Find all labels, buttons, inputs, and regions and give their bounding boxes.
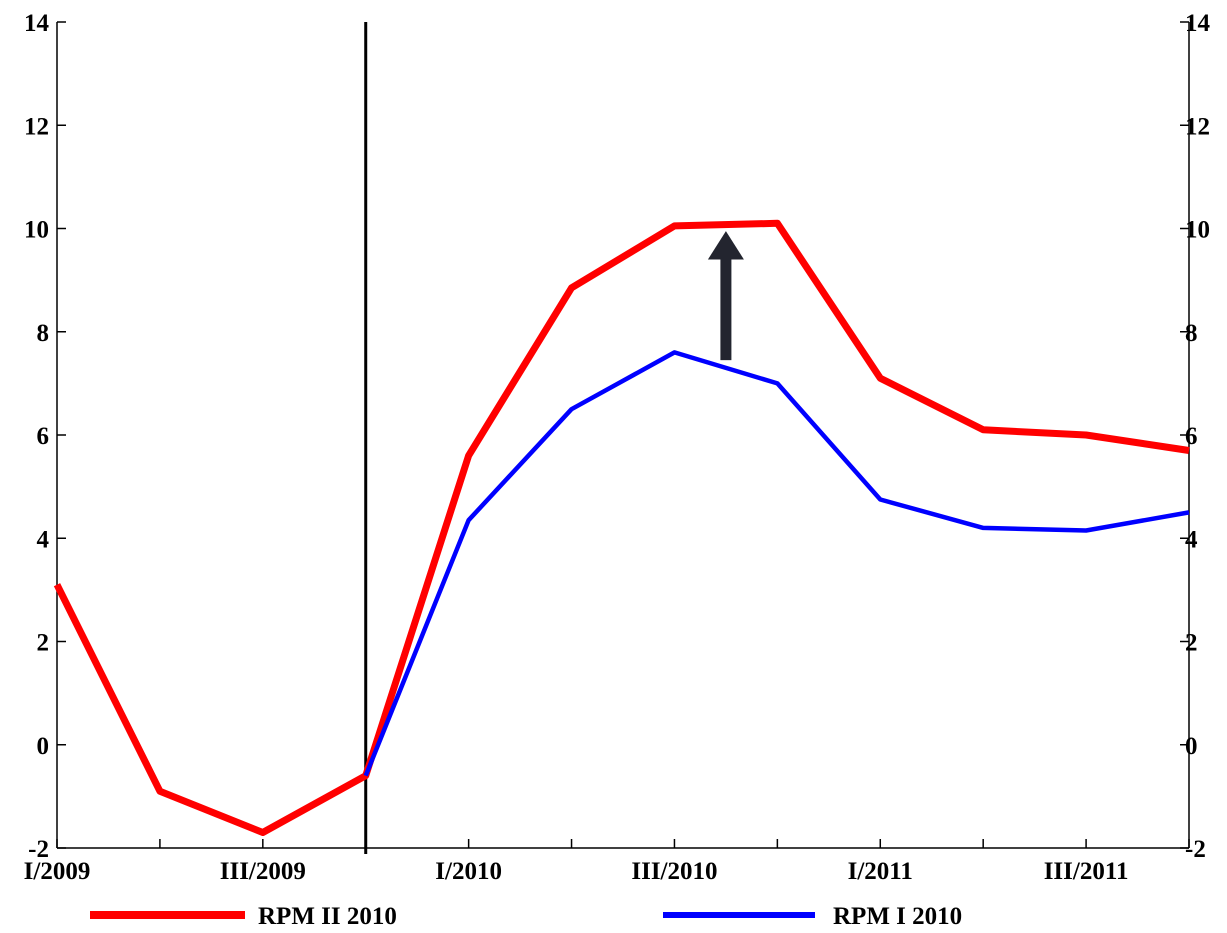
y-tick-label-right: 14 xyxy=(1185,10,1211,37)
y-tick-label-right: 10 xyxy=(1185,217,1210,244)
y-tick-label-left: 12 xyxy=(24,113,49,140)
x-tick-label: I/2010 xyxy=(435,858,502,885)
y-tick-label-right: 4 xyxy=(1185,526,1198,553)
y-tick-label-right: 2 xyxy=(1185,630,1198,657)
x-axis-ticks: I/2009 III/2009 I/2010 III/2010 I/2011 III/20… xyxy=(24,839,1190,885)
x-tick-label: I/2011 xyxy=(848,858,913,885)
x-tick-label: III/2010 xyxy=(631,858,717,885)
upward-arrow-annotation xyxy=(707,231,744,361)
x-tick-label: III/2011 xyxy=(1044,858,1129,885)
series-line-rpm-ii-2010 xyxy=(53,219,1190,836)
series-line-rpm-i-2010 xyxy=(363,350,1190,777)
y-tick-label-right: 0 xyxy=(1185,733,1198,760)
legend-label: RPM I 2010 xyxy=(833,903,962,930)
y-tick-label-left: 6 xyxy=(37,423,50,450)
legend: RPM II 2010 RPM I 2010 xyxy=(90,903,962,930)
y-tick-label-left: 2 xyxy=(37,630,50,657)
y-axis-left-ticks: -2 0 2 4 6 8 10 12 14 xyxy=(24,10,66,863)
x-tick-label: I/2009 xyxy=(24,858,91,885)
y-tick-label-left: 4 xyxy=(37,526,50,553)
arrow-shaft xyxy=(720,259,732,361)
y-tick-label-right: 12 xyxy=(1185,113,1210,140)
series-lines xyxy=(53,219,1190,836)
arrow-head xyxy=(707,231,744,260)
y-tick-label-left: 8 xyxy=(37,320,50,347)
y-tick-label-left: -2 xyxy=(28,836,49,863)
legend-label: RPM II 2010 xyxy=(258,903,397,930)
y-tick-label-right: 8 xyxy=(1185,320,1198,347)
y-tick-label-left: 10 xyxy=(24,217,49,244)
y-tick-label-right: 6 xyxy=(1185,423,1198,450)
y-axis-right-ticks: -2 0 2 4 6 8 10 12 14 xyxy=(1180,10,1211,863)
y-tick-label-left: 0 xyxy=(37,733,50,760)
y-tick-label-left: 14 xyxy=(24,10,50,37)
x-tick-label: III/2009 xyxy=(220,858,306,885)
y-tick-label-right: -2 xyxy=(1185,836,1206,863)
